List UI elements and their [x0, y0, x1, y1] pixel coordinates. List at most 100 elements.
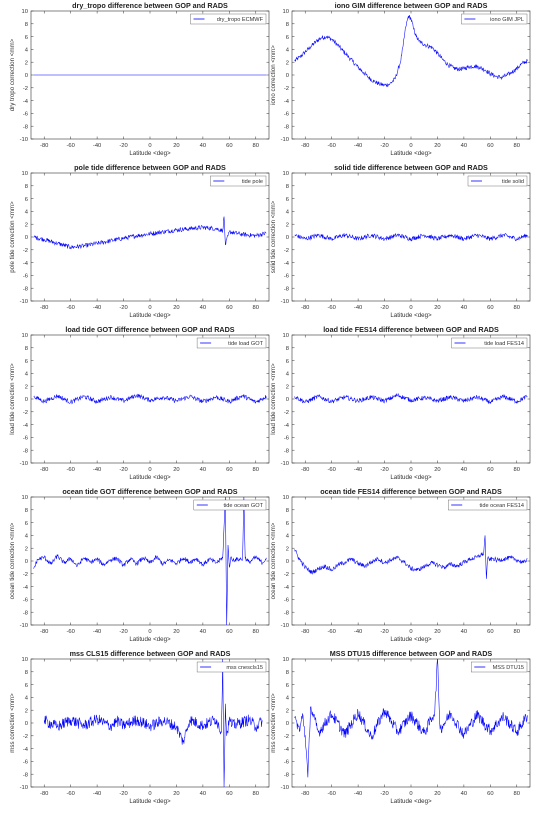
legend-box [210, 175, 267, 187]
y-tick-label: 10 [22, 333, 28, 339]
legend-entry: tide load GOT [228, 341, 263, 347]
chart-panel-8: ocean tide FES14 difference between GOP … [270, 487, 531, 643]
y-tick-label: -10 [281, 461, 289, 467]
y-tick-label: -4 [284, 747, 290, 753]
y-tick-label: -2 [23, 734, 28, 740]
y-tick-label: -10 [20, 137, 28, 143]
y-tick-label: 2 [25, 60, 28, 66]
x-axis-label: Latitude <deg> [390, 474, 432, 481]
y-tick-label: 8 [286, 670, 289, 676]
x-tick-label: 80 [253, 305, 259, 311]
x-axis-label: Latitude <deg> [129, 798, 171, 805]
y-tick-label: -8 [284, 448, 289, 454]
y-tick-label: 2 [25, 222, 28, 228]
y-tick-label: -2 [284, 86, 289, 92]
x-axis-label: Latitude <deg> [390, 798, 432, 805]
x-tick-label: 60 [487, 629, 493, 635]
chart-panel-7: ocean tide GOT difference between GOP an… [9, 487, 270, 643]
y-tick-label: 8 [286, 22, 289, 28]
x-tick-label: -80 [301, 305, 309, 311]
x-tick-label: 0 [148, 305, 151, 311]
chart-title: pole tide difference between GOP and RAD… [74, 163, 226, 172]
legend-entry: iono GIM JPL [490, 17, 524, 23]
y-tick-label: -6 [23, 112, 28, 118]
x-tick-label: -40 [354, 143, 362, 149]
y-tick-label: -8 [23, 610, 28, 616]
y-tick-label: -10 [281, 623, 289, 629]
y-tick-label: 2 [25, 708, 28, 714]
y-tick-label: 4 [286, 210, 290, 216]
chart-title: iono GIM difference between GOP and RADS [335, 1, 488, 10]
y-tick-label: -8 [284, 610, 289, 616]
y-axis-label: ocean tide correction <mm> [9, 522, 16, 599]
y-axis-label: mss correction <mm> [270, 693, 277, 753]
y-axis-label: dry tropo correction <mm> [9, 38, 16, 111]
y-tick-label: 6 [286, 197, 289, 203]
y-tick-label: 4 [25, 534, 29, 540]
chart-title: ocean tide FES14 difference between GOP … [320, 487, 502, 496]
y-tick-label: 6 [25, 521, 28, 527]
x-tick-label: -60 [66, 629, 74, 635]
x-tick-label: 20 [173, 629, 179, 635]
y-tick-label: -2 [284, 734, 289, 740]
x-tick-label: 80 [253, 629, 259, 635]
y-tick-label: -2 [23, 86, 28, 92]
y-tick-label: -10 [281, 299, 289, 305]
chart-panel-5: load tide GOT difference between GOP and… [9, 325, 270, 481]
x-tick-label: 80 [514, 467, 520, 473]
x-tick-label: 0 [409, 305, 412, 311]
y-tick-label: 0 [286, 721, 289, 727]
chart-title: ocean tide GOT difference between GOP an… [62, 487, 237, 496]
y-tick-label: -8 [23, 124, 28, 130]
y-tick-label: 10 [22, 9, 28, 15]
y-tick-label: 0 [286, 235, 289, 241]
x-tick-label: 80 [253, 143, 259, 149]
y-tick-label: 8 [25, 184, 28, 190]
y-tick-label: 6 [286, 683, 289, 689]
y-tick-label: 8 [286, 508, 289, 514]
x-tick-label: 40 [461, 305, 467, 311]
y-tick-label: 4 [25, 372, 29, 378]
series-line [294, 659, 528, 778]
x-tick-label: -40 [354, 305, 362, 311]
legend-entry: mss cnescls15 [226, 665, 263, 671]
x-tick-label: -60 [327, 791, 335, 797]
y-tick-label: 10 [283, 333, 289, 339]
y-tick-label: -8 [284, 772, 289, 778]
x-tick-label: -40 [93, 305, 101, 311]
y-tick-label: -6 [284, 436, 289, 442]
y-tick-label: -10 [20, 299, 28, 305]
y-axis-label: load tide correction <mm> [9, 363, 16, 435]
plot-area [30, 658, 270, 788]
y-tick-label: -4 [23, 261, 29, 267]
series-line [294, 15, 528, 88]
y-tick-label: 0 [25, 559, 28, 565]
y-tick-label: 0 [25, 73, 28, 79]
x-tick-label: 80 [514, 143, 520, 149]
x-tick-label: 60 [487, 791, 493, 797]
y-tick-label: 8 [286, 346, 289, 352]
y-tick-label: -6 [284, 760, 289, 766]
y-tick-label: 4 [25, 210, 29, 216]
y-tick-label: 8 [25, 22, 28, 28]
series-line [33, 497, 267, 625]
y-tick-label: 4 [286, 372, 290, 378]
x-tick-label: 20 [173, 143, 179, 149]
y-tick-label: -4 [284, 585, 290, 591]
x-tick-label: 0 [148, 791, 151, 797]
legend-box [190, 13, 267, 25]
chart-title: solid tide difference between GOP and RA… [334, 163, 488, 172]
y-tick-label: -8 [284, 286, 289, 292]
y-tick-label: -4 [284, 423, 290, 429]
x-axis-label: Latitude <deg> [129, 312, 171, 319]
x-tick-label: -80 [301, 143, 309, 149]
x-tick-label: -20 [380, 143, 388, 149]
x-tick-label: -60 [66, 143, 74, 149]
y-tick-label: 2 [286, 708, 289, 714]
y-tick-label: 10 [283, 171, 289, 177]
y-tick-label: -2 [23, 410, 28, 416]
y-tick-label: 6 [286, 359, 289, 365]
x-tick-label: -40 [354, 791, 362, 797]
x-tick-label: 60 [226, 791, 232, 797]
